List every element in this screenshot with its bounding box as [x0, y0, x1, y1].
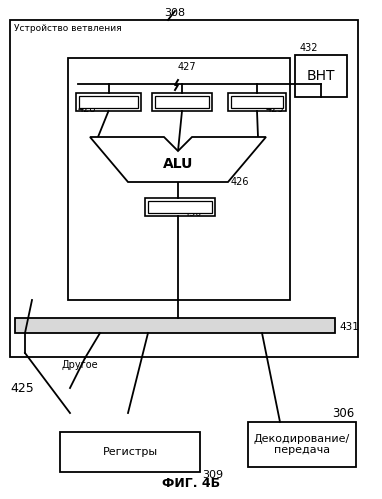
- Bar: [155, 96, 209, 108]
- Bar: [295, 55, 347, 97]
- Bar: [15, 318, 335, 333]
- Text: 428: 428: [78, 104, 97, 114]
- Text: 425: 425: [10, 382, 34, 395]
- Text: ФИГ. 4Б: ФИГ. 4Б: [162, 477, 220, 490]
- Bar: [60, 432, 200, 472]
- Text: 426: 426: [231, 177, 249, 187]
- Bar: [248, 422, 356, 467]
- Text: 429: 429: [265, 104, 284, 114]
- Text: 427: 427: [178, 62, 197, 72]
- Bar: [145, 198, 215, 216]
- Text: Декодирование/
передача: Декодирование/ передача: [254, 434, 350, 455]
- Bar: [228, 93, 286, 111]
- Bar: [79, 96, 138, 108]
- Bar: [76, 93, 141, 111]
- Text: ВНТ: ВНТ: [307, 69, 335, 83]
- Text: ALU: ALU: [163, 157, 193, 171]
- Text: 430: 430: [184, 208, 202, 218]
- Bar: [148, 201, 212, 213]
- Text: 306: 306: [332, 407, 354, 420]
- Bar: [68, 58, 290, 300]
- Text: 309: 309: [202, 470, 223, 480]
- Bar: [10, 20, 358, 357]
- Text: 432: 432: [300, 43, 319, 53]
- Text: 431: 431: [339, 321, 359, 331]
- Text: 308: 308: [164, 8, 186, 18]
- Polygon shape: [90, 137, 266, 182]
- Bar: [231, 96, 283, 108]
- Text: Устройство ветвления: Устройство ветвления: [14, 24, 121, 33]
- Bar: [152, 93, 212, 111]
- Text: Другое: Другое: [62, 360, 99, 370]
- Text: Регистры: Регистры: [102, 447, 157, 457]
